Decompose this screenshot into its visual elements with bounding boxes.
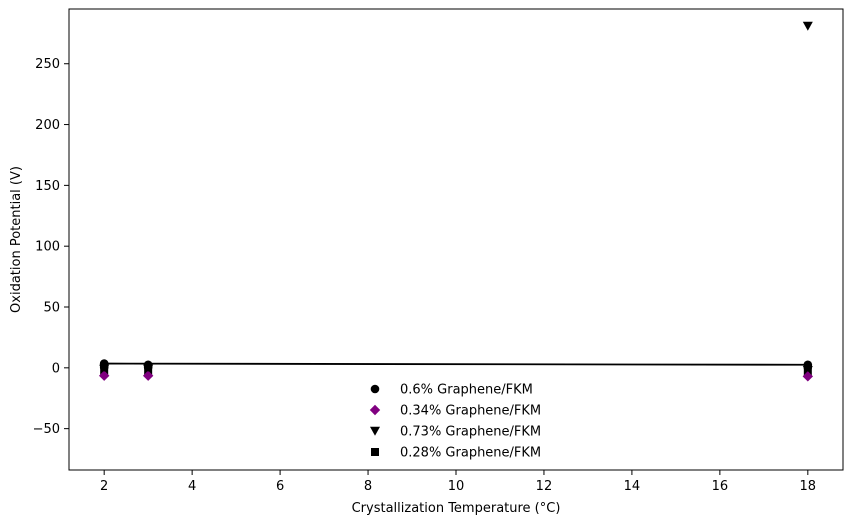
axes-layer: 2 4 6 8 10 12 14 16 18 −50 0 50 100 150 200 250 Crystall…: [9, 8, 844, 516]
plot-frame: [68, 8, 844, 471]
trend-line: [104, 362, 808, 366]
x-tick-label: 4: [188, 479, 196, 494]
y-tick-label: 0: [52, 361, 60, 376]
x-tick-label: 14: [624, 479, 641, 494]
data-point: [802, 21, 813, 31]
data-point: [142, 370, 154, 381]
data-point: [99, 362, 109, 372]
x-tick-label: 8: [364, 479, 372, 494]
y-tick-label: 100: [35, 240, 60, 255]
y-tick-label: 150: [35, 179, 60, 194]
x-tick-label: 16: [712, 479, 729, 494]
x-tick-label: 6: [276, 479, 284, 494]
plot-layer: [98, 21, 814, 382]
legend-marker: [370, 384, 380, 394]
y-tick-label: −50: [33, 422, 60, 437]
legend-label: 0.28% Graphene/FKM: [400, 446, 541, 461]
x-tick-label: 10: [448, 479, 465, 494]
x-axis-label: Crystallization Temperature (°C): [352, 501, 561, 516]
data-point: [98, 370, 110, 381]
legend-label: 0.34% Graphene/FKM: [400, 404, 541, 419]
legend-label: 0.73% Graphene/FKM: [400, 425, 541, 440]
legend-marker: [369, 404, 381, 416]
data-point: [143, 362, 153, 372]
data-point: [802, 371, 814, 382]
legend-marker: [371, 448, 379, 456]
y-tick-label: 250: [35, 57, 60, 72]
y-tick-label: 50: [43, 301, 60, 316]
x-tick-label: 18: [800, 479, 817, 494]
legend: 0.6% Graphene/FKM 0.34% Graphene/FKM 0.73%…: [369, 383, 541, 461]
legend-label: 0.6% Graphene/FKM: [400, 383, 533, 398]
x-tick-label: 12: [536, 479, 553, 494]
data-point: [803, 362, 813, 372]
legend-marker: [370, 426, 380, 436]
x-tick-label: 2: [100, 479, 108, 494]
y-axis-label: Oxidation Potential (V): [9, 166, 24, 313]
y-tick-label: 200: [35, 118, 60, 133]
